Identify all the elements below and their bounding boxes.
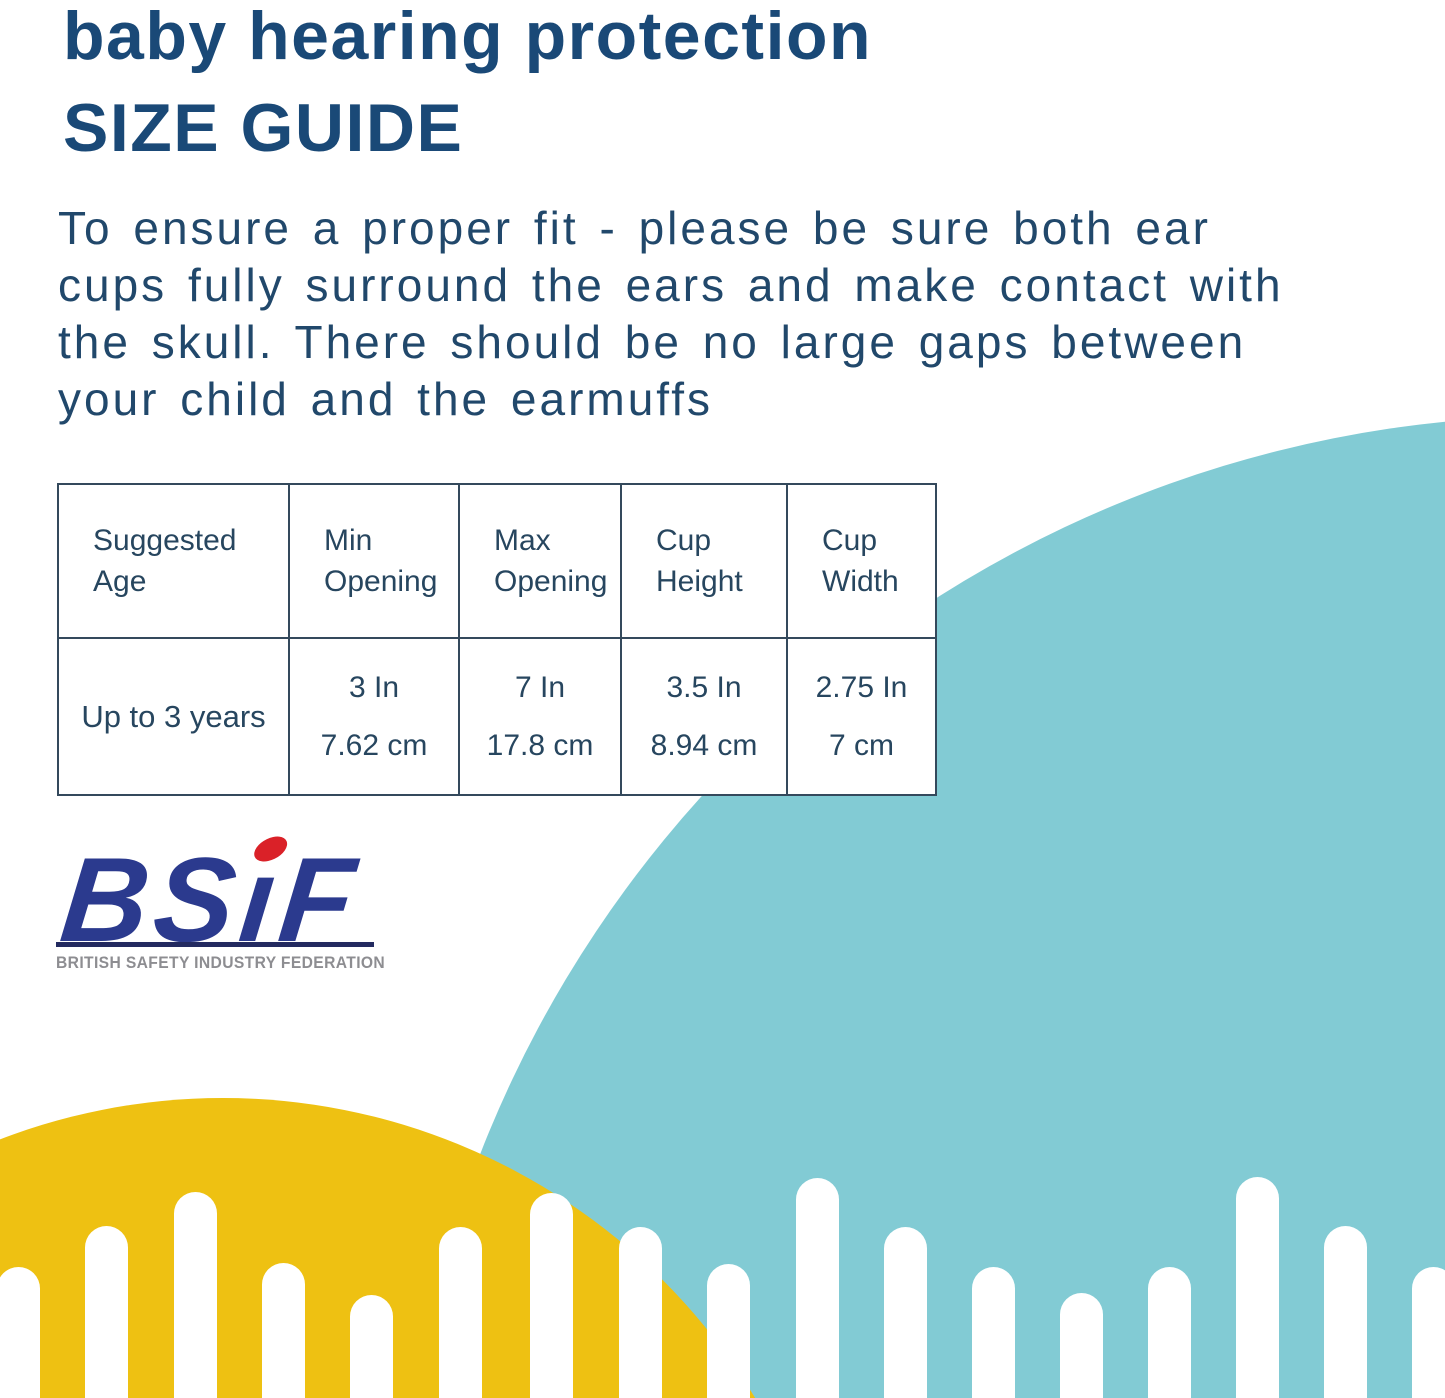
wave-bar <box>1235 1177 1279 1398</box>
wave-bar <box>173 1192 217 1398</box>
table-cell-measurement: 3.5 In 8.94 cm <box>622 639 788 794</box>
bsif-caption: BRITISH SAFETY INDUSTRY FEDERATION <box>56 953 386 972</box>
measurement-line: 7 cm <box>828 728 894 762</box>
wave-bar <box>971 1267 1015 1398</box>
wave-bar <box>618 1227 662 1398</box>
wave-bar <box>883 1227 927 1398</box>
measurement-line: 7.62 cm <box>320 728 428 762</box>
table-cell-measurement: 3 In 7.62 cm <box>290 639 460 794</box>
wave-bar <box>1323 1226 1367 1398</box>
table-header-cell: Min Opening <box>290 485 460 639</box>
intro-line: cups fully surround the ears and make co… <box>58 259 1284 311</box>
intro-line: To ensure a proper fit - please be sure … <box>58 202 1211 254</box>
wave-bar <box>529 1193 573 1398</box>
wave-bar <box>84 1226 128 1398</box>
page-title-line2: SIZE GUIDE <box>63 90 464 166</box>
table-header-line: Cup <box>822 524 878 557</box>
measurement-line: 17.8 cm <box>486 728 594 762</box>
table-cell-suggested-age: Up to 3 years <box>59 639 290 794</box>
intro-paragraph: To ensure a proper fit - please be sure … <box>58 200 1418 428</box>
measurement-line: 3 In <box>348 670 400 704</box>
table-header-line: Max <box>494 524 551 557</box>
table-header-line: Suggested <box>93 524 237 557</box>
wave-bar <box>0 1267 40 1398</box>
wave-bar <box>795 1178 839 1398</box>
size-guide-table: Suggested Age Min Opening Max Opening Cup Heigh… <box>57 483 937 796</box>
wave-bar <box>706 1264 750 1398</box>
table-header-cell: Suggested Age <box>59 485 290 639</box>
table-header-cell: Cup Width <box>788 485 935 639</box>
table-cell-measurement: 2.75 In 7 cm <box>788 639 935 794</box>
table-header-line: Height <box>656 565 743 598</box>
page-title-line1: baby hearing protection <box>63 0 873 74</box>
wave-bar <box>1411 1267 1445 1398</box>
table-header-line: Width <box>822 565 899 598</box>
table-header-cell: Cup Height <box>622 485 788 639</box>
table-header-line: Min <box>324 524 373 557</box>
wave-bar <box>1059 1293 1103 1398</box>
wave-bar <box>349 1295 393 1398</box>
wave-bar <box>1147 1267 1191 1398</box>
measurement-line: 2.75 In <box>815 670 908 704</box>
intro-line: your child and the earmuffs <box>58 373 714 425</box>
bsif-divider-rule <box>56 942 374 947</box>
intro-line: the skull. There should be no large gaps… <box>58 316 1247 368</box>
measurement-line: 3.5 In <box>666 670 742 704</box>
wave-bar <box>438 1227 482 1398</box>
table-header-cell: Max Opening <box>460 485 622 639</box>
table-header-line: Opening <box>494 565 608 598</box>
bsif-logo: BSıF BRITISH SAFETY INDUSTRY FEDERATION <box>55 831 386 972</box>
measurement-line: 8.94 cm <box>650 728 758 762</box>
wave-bar <box>261 1263 305 1398</box>
measurement-line: 7 In <box>514 670 566 704</box>
table-cell-measurement: 7 In 17.8 cm <box>460 639 622 794</box>
table-header-line: Age <box>93 565 147 598</box>
page-title: baby hearing protection SIZE GUIDE <box>63 0 872 174</box>
table-header-line: Cup <box>656 524 712 557</box>
table-header-line: Opening <box>324 565 438 598</box>
